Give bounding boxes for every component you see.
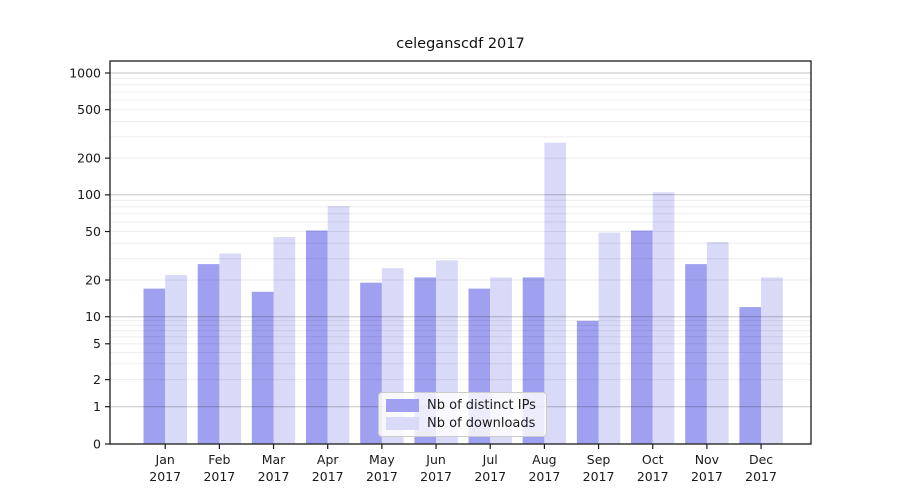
- bar-apr-downloads: [327, 206, 350, 444]
- bar-aug-downloads: [544, 142, 567, 444]
- legend-label-downloads: Nb of downloads: [427, 416, 536, 431]
- bar-nov-downloads: [706, 242, 729, 444]
- x-tick-label: Dec 2017: [745, 452, 777, 484]
- y-tick-label: 2: [93, 372, 101, 387]
- bar-jan-distinct-ips: [143, 288, 166, 444]
- x-tick-label: Jan 2017: [149, 452, 181, 484]
- y-tick-label: 5: [93, 336, 101, 351]
- y-tick-label: 200: [77, 151, 101, 166]
- y-tick-label: 50: [85, 224, 101, 239]
- legend-swatch-distinct-ips: [386, 399, 419, 412]
- legend-swatch-downloads: [386, 417, 419, 430]
- bar-dec-downloads: [761, 277, 783, 444]
- bar-mar-downloads: [273, 237, 296, 444]
- x-tick-label: Nov 2017: [691, 452, 723, 484]
- bar-oct-downloads: [652, 192, 675, 444]
- y-tick-label: 500: [77, 102, 101, 117]
- y-tick-label: 0: [93, 436, 101, 451]
- legend-row: Nb of downloads: [386, 417, 539, 430]
- bar-sep-distinct-ips: [576, 320, 599, 444]
- x-tick-label: Sep 2017: [583, 452, 615, 484]
- x-tick-label: Oct 2017: [637, 452, 669, 484]
- x-tick-label: Jul 2017: [474, 452, 506, 484]
- bar-dec-distinct-ips: [739, 307, 762, 444]
- bar-sep-downloads: [598, 232, 621, 444]
- bar-feb-distinct-ips: [197, 264, 220, 444]
- x-tick-label: Apr 2017: [312, 452, 344, 484]
- y-tick-label: 10: [85, 309, 101, 324]
- plot-border: [109, 60, 812, 445]
- y-tick-label: 100: [77, 187, 101, 202]
- x-tick-label: May 2017: [366, 452, 398, 484]
- bar-apr-distinct-ips: [306, 230, 328, 444]
- y-tick-label: 1: [93, 399, 101, 414]
- x-tick-label: Aug 2017: [528, 452, 560, 484]
- y-tick-label: 1000: [69, 65, 101, 80]
- bar-oct-distinct-ips: [631, 230, 653, 444]
- bar-nov-distinct-ips: [685, 264, 707, 444]
- legend-label-distinct-ips: Nb of distinct IPs: [427, 398, 536, 413]
- chart-title: celeganscdf 2017: [396, 36, 525, 52]
- bar-jan-downloads: [165, 275, 187, 444]
- y-tick-label: 20: [85, 272, 101, 287]
- x-tick-label: Mar 2017: [258, 452, 290, 484]
- bar-feb-downloads: [219, 253, 242, 444]
- legend: Nb of distinct IPs Nb of downloads: [378, 392, 547, 437]
- bar-mar-distinct-ips: [251, 291, 274, 444]
- bar-may-distinct-ips: [360, 282, 382, 444]
- x-tick-label: Feb 2017: [203, 452, 235, 484]
- x-tick-label: Jun 2017: [420, 452, 452, 484]
- legend-row: Nb of distinct IPs: [386, 399, 539, 412]
